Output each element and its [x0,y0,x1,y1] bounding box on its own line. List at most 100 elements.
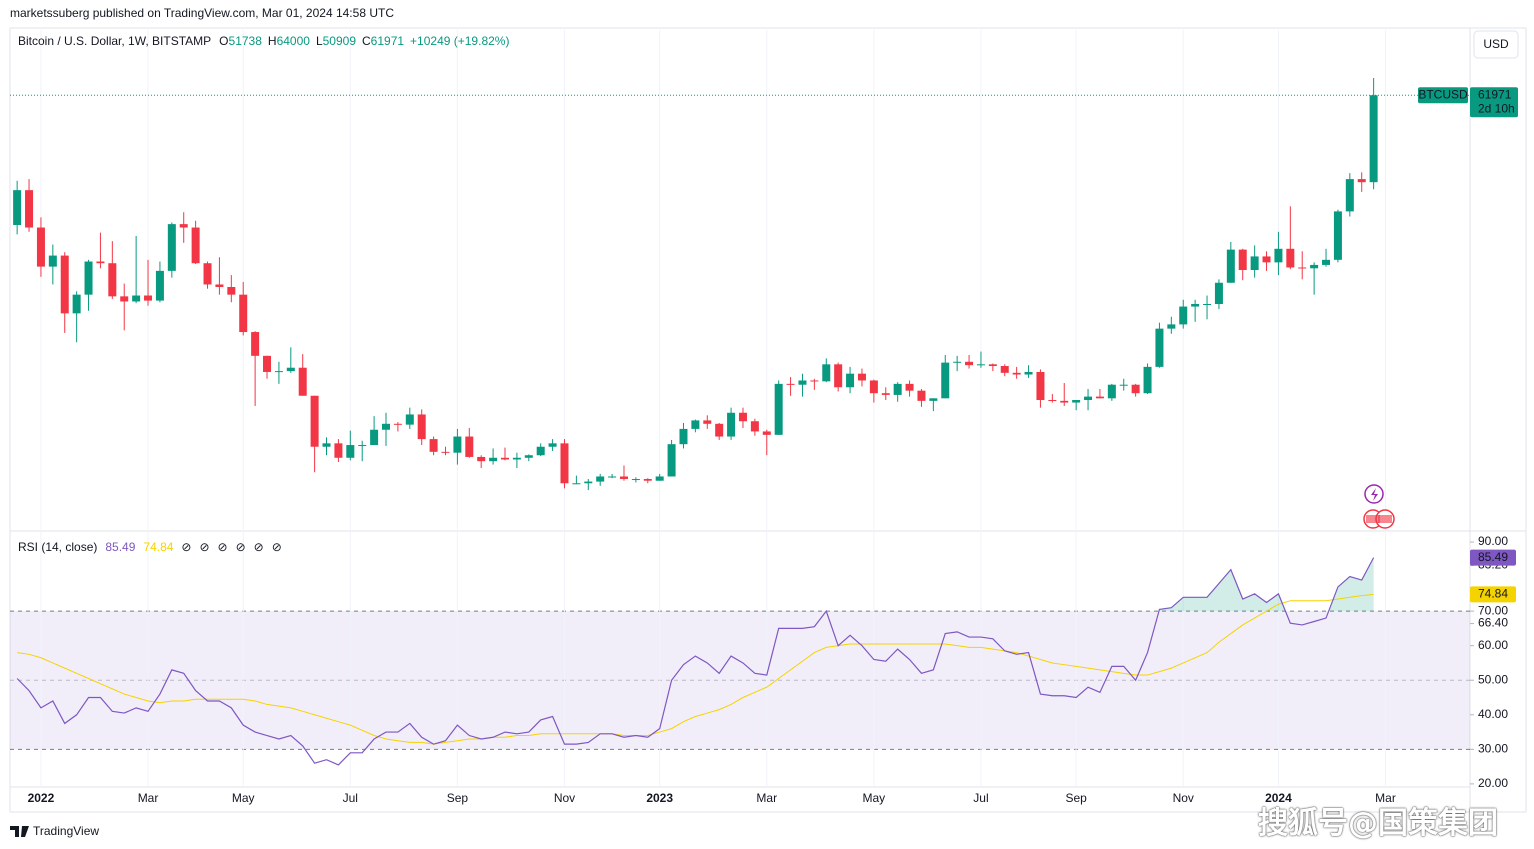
candle-body [322,443,331,447]
publish-note: marketssuberg published on TradingView.c… [10,6,394,20]
candle-body [500,457,509,460]
candle-body [358,445,367,447]
candle-body [393,423,402,425]
candle-body [25,190,34,228]
currency-label[interactable]: USD [1483,37,1509,51]
candle-body [715,423,724,437]
ohlc-key: L [315,34,323,48]
candle-body [691,420,700,429]
candle-body [465,436,474,457]
candle-body [655,476,664,481]
x-tick-label: Nov [554,791,575,805]
candle-body [929,398,938,401]
marks [10,78,1470,766]
candle-body [48,255,57,267]
candle-body [227,287,236,295]
x-tick-label: Jul [973,791,988,805]
candle-body [727,412,736,437]
symbol-title: Bitcoin / U.S. Dollar, 1W, BITSTAMP [18,34,212,48]
rsi-legend: RSI (14, close) 85.49 74.84 ⊘⊘⊘⊘⊘⊘ [18,540,290,554]
candle-body [536,446,545,456]
rsi-value: 85.49 [105,540,136,554]
x-tick-label: 2024 [1265,791,1292,805]
value-tag [1470,586,1516,603]
candle-body [417,414,426,440]
candle-body [1143,366,1152,394]
y-tick-label: 30.00 [1478,742,1508,756]
candle-body [1024,371,1033,375]
candle-body [1095,396,1104,399]
candle-body [1357,179,1366,183]
candle-body [1107,384,1116,399]
candle-body [155,270,164,301]
candle-body [548,443,557,447]
candle-body [810,380,819,382]
candle-body [1238,249,1247,271]
x-tick-label: Mar [138,791,159,805]
candle-body [215,284,224,288]
candle-body [441,451,450,453]
y-tick-label: 60.00 [1478,638,1508,652]
candle-body [1345,179,1354,212]
brand-logo [10,826,29,837]
candle-body [679,428,688,445]
candle-body [512,457,521,460]
candle-body [1286,248,1295,268]
candle-body [251,332,260,356]
value-tag [1470,549,1516,566]
candle-body [120,296,129,302]
candle-body [905,383,914,391]
candle-body [572,483,581,485]
candle-body [786,383,795,385]
candle-body [310,395,319,447]
candle-body [1012,372,1021,375]
candle-body [881,393,890,395]
currency-button[interactable] [1473,30,1519,59]
candle-body [1167,324,1176,329]
candle-body [382,423,391,430]
candle-body [1203,304,1212,306]
candle-body [643,479,652,481]
candle-body [1131,384,1140,394]
price-tag-countdown: 2d 10h [1478,101,1515,115]
ohlc-key: O [219,34,229,48]
candle-body [263,355,272,372]
y-tick-label: 70.00 [1478,603,1508,617]
candle-body [108,263,117,297]
x-tick-label: 2023 [646,791,673,805]
ohlc-key: H [267,34,277,48]
candle-body [965,361,974,366]
candle-body [1310,264,1319,269]
indicator-toggles[interactable]: ⊘⊘⊘⊘⊘⊘ [181,540,290,554]
price-tag-value: 61971 [1478,87,1512,101]
value-tag-label: 74.84 [1478,587,1508,601]
y-tick-label: 50.00 [1478,672,1508,686]
candle-body [798,380,807,385]
candle-body [608,476,617,478]
candle-body [619,476,628,480]
candle-body [1226,249,1235,283]
candle-body [346,445,355,458]
candle-body [1048,400,1057,402]
candle-body [1119,384,1128,386]
candle-body [1060,400,1069,403]
candle-body [596,476,605,482]
x-tick-label: Sep [447,791,469,805]
x-tick-label: Nov [1173,791,1194,805]
x-tick-label: May [863,791,886,805]
candle-body [274,371,283,373]
candle-body [1179,306,1188,325]
candle-body [631,479,640,481]
candle-body [489,457,498,462]
y-tick-label: 90.00 [1478,534,1508,548]
candle-body [822,364,831,382]
ohlc-value: 51738 [228,34,262,48]
candle-body [1298,267,1307,269]
candle-body [1333,211,1342,260]
candle-body [941,362,950,399]
frame [9,27,1527,813]
y-tick-label: 40.00 [1478,707,1508,721]
x-tick-label: Sep [1065,791,1087,805]
